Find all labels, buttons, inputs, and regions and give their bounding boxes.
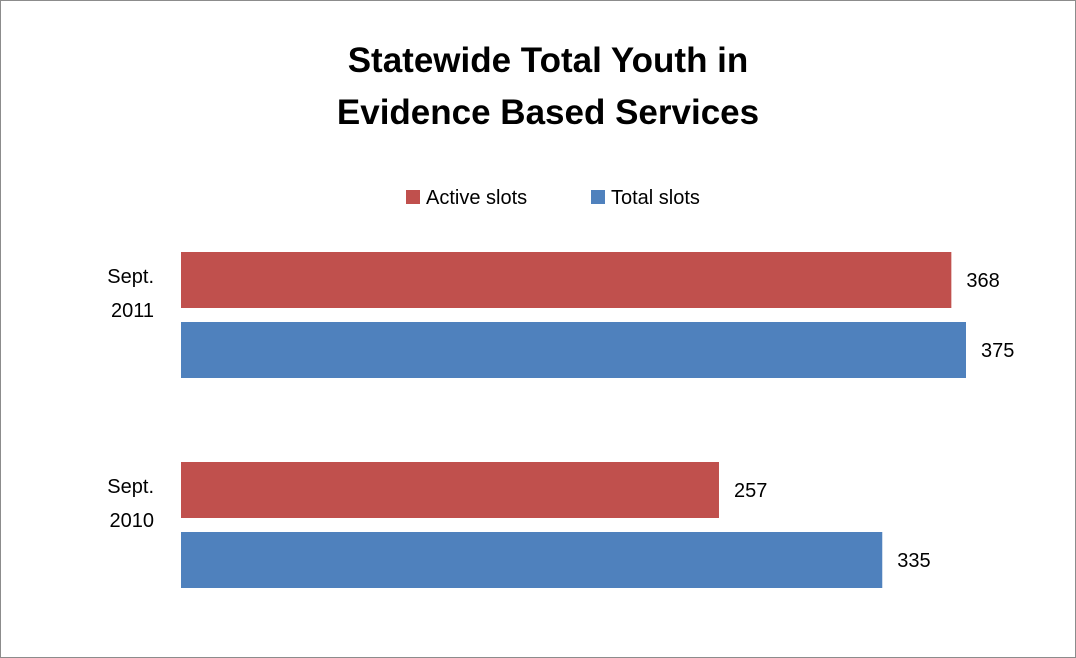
category-axis: Sept. 2011 Sept. 2010: [107, 266, 154, 532]
data-label-2-1: 257: [734, 480, 767, 502]
bar-2-2: [181, 532, 883, 588]
chart-title-line-1: Statewide Total Youth in: [348, 41, 749, 80]
category-label-1-line-1: Sept.: [107, 266, 154, 288]
data-labels: 368 375 257 335: [734, 270, 1014, 572]
data-label-2-2: 335: [897, 550, 930, 572]
bar-1-1: [181, 252, 952, 308]
bar-1-2: [181, 322, 966, 378]
legend-swatch-1: [406, 190, 420, 204]
legend-label-1: Active slots: [426, 187, 527, 209]
data-label-1-2: 375: [981, 340, 1014, 362]
bar-2-1: [181, 462, 719, 518]
legend-label-2: Total slots: [611, 187, 700, 209]
chart-title: Statewide Total Youth in Evidence Based …: [337, 41, 759, 132]
category-label-2-line-2: 2010: [110, 510, 155, 532]
bars: [181, 252, 966, 588]
category-label-1-line-2: 2011: [111, 300, 154, 322]
chart-title-line-2: Evidence Based Services: [337, 93, 759, 132]
data-label-1-1: 368: [966, 270, 999, 292]
category-label-2-line-1: Sept.: [107, 476, 154, 498]
legend: Active slots Total slots: [406, 187, 700, 209]
legend-swatch-2: [591, 190, 605, 204]
